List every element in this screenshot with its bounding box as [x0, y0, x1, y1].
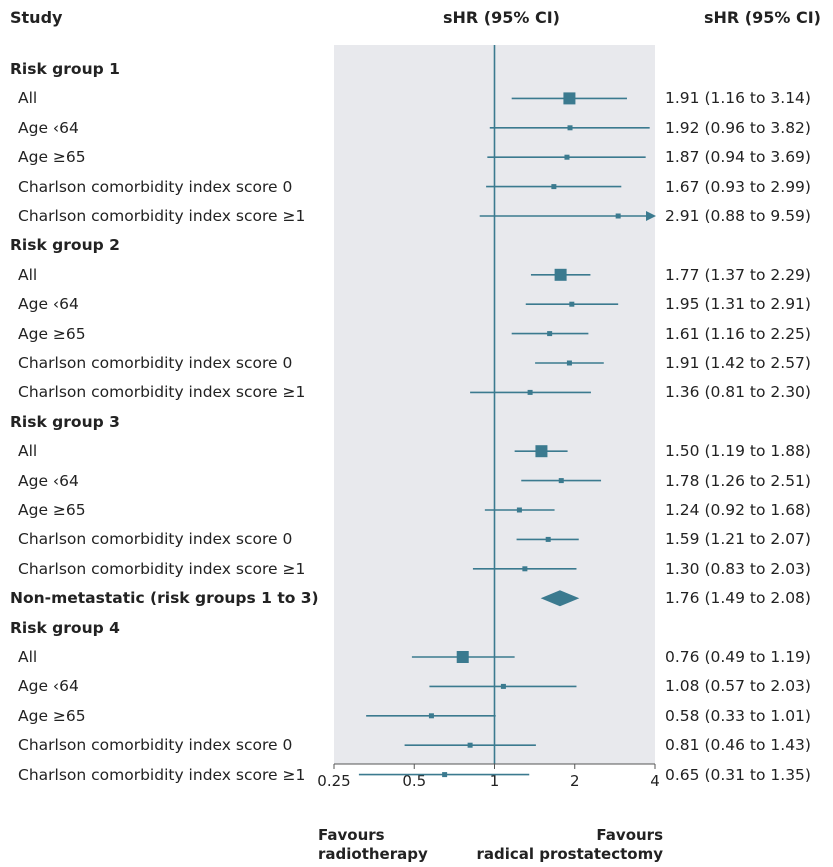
study-column-header: Study: [10, 8, 63, 27]
favours-left-label: Favours radiotherapy: [318, 826, 428, 864]
row-label: Charlson comorbidity index score ≥1: [18, 383, 306, 402]
estimate-text: 1.50 (1.19 to 1.88): [665, 442, 811, 461]
x-tick-label: 2: [570, 772, 580, 790]
row-label: Age ≥65: [18, 501, 86, 519]
estimate-text: 0.65 (0.31 to 1.35): [665, 765, 811, 784]
estimate-text: 1.67 (0.93 to 2.99): [665, 177, 811, 196]
point-estimate: [428, 713, 434, 719]
estimate-text: 1.36 (0.81 to 2.30): [665, 383, 811, 402]
point-estimate: [558, 478, 564, 484]
estimate-text: 0.76 (0.49 to 1.19): [665, 648, 811, 666]
estimate-text: 1.78 (1.26 to 2.51): [665, 471, 811, 490]
row-label: Age ‹64: [18, 471, 79, 490]
point-estimate: [442, 772, 448, 778]
group-heading: Risk group 3: [10, 412, 120, 431]
point-estimate: [615, 213, 621, 219]
point-estimate: [456, 651, 469, 663]
estimate-text: 1.91 (1.42 to 2.57): [665, 354, 811, 372]
row-label: Age ‹64: [18, 677, 79, 696]
x-tick-label: 4: [650, 772, 660, 790]
row-label: Charlson comorbidity index score ≥1: [18, 207, 306, 225]
point-estimate: [566, 360, 572, 366]
estimate-text: 1.76 (1.49 to 2.08): [665, 589, 811, 608]
pooled-diamond: [540, 590, 580, 607]
row-label: Age ‹64: [18, 118, 79, 137]
row-label: All: [18, 265, 38, 284]
x-tick-label: 0.5: [402, 772, 426, 790]
point-estimate: [467, 742, 473, 748]
point-estimate: [527, 389, 533, 395]
x-tick-label: 0.25: [317, 772, 350, 790]
group-heading: Risk group 4: [10, 618, 120, 637]
estimate-text: 1.08 (0.57 to 2.03): [665, 677, 811, 696]
values-column-header: sHR (95% CI): [704, 8, 821, 27]
row-label: Charlson comorbidity index score 0: [18, 736, 293, 755]
point-estimate: [545, 536, 551, 542]
group-heading: Risk group 1: [10, 60, 120, 78]
estimate-text: 1.61 (1.16 to 2.25): [665, 324, 811, 343]
point-estimate: [551, 184, 557, 190]
plot-column-header: sHR (95% CI): [443, 8, 560, 27]
point-estimate: [554, 268, 567, 281]
ci-arrow: [646, 211, 656, 221]
point-estimate: [522, 566, 528, 572]
row-label: All: [18, 89, 38, 108]
row-label: Age ‹64: [18, 295, 79, 314]
estimate-text: 1.77 (1.37 to 2.29): [665, 265, 811, 284]
estimate-text: 1.92 (0.96 to 3.82): [665, 118, 811, 137]
point-estimate: [567, 125, 573, 131]
estimate-text: 1.30 (0.83 to 2.03): [665, 559, 811, 578]
row-label: Charlson comorbidity index score 0: [18, 354, 293, 372]
row-label: All: [18, 442, 38, 461]
estimate-text: 2.91 (0.88 to 9.59): [665, 207, 811, 225]
point-estimate: [535, 445, 548, 458]
row-label: Age ≥65: [18, 706, 86, 725]
point-estimate: [516, 507, 522, 513]
favours-left-line1: Favours: [318, 826, 385, 844]
group-heading: Risk group 2: [10, 236, 120, 255]
estimate-text: 1.24 (0.92 to 1.68): [665, 501, 811, 519]
estimate-text: 1.87 (0.94 to 3.69): [665, 148, 811, 167]
row-label: Age ≥65: [18, 324, 86, 343]
favours-right-label: Favours radical prostatectomy: [476, 826, 663, 864]
row-label: All: [18, 648, 38, 666]
point-estimate: [564, 154, 570, 160]
point-estimate: [569, 301, 575, 307]
estimate-text: 1.59 (1.21 to 2.07): [665, 530, 811, 549]
row-label: Age ≥65: [18, 148, 86, 167]
row-label: Charlson comorbidity index score 0: [18, 530, 293, 549]
point-estimate: [500, 683, 506, 689]
point-estimate: [547, 331, 553, 337]
estimate-text: 0.81 (0.46 to 1.43): [665, 736, 811, 755]
row-label: Charlson comorbidity index score ≥1: [18, 765, 306, 784]
point-estimate: [563, 92, 576, 105]
favours-right-line1: Favours: [596, 826, 663, 844]
x-tick-label: 1: [490, 772, 500, 790]
row-label: Charlson comorbidity index score 0: [18, 177, 293, 196]
estimate-text: 1.91 (1.16 to 3.14): [665, 89, 811, 108]
estimate-text: 1.95 (1.31 to 2.91): [665, 295, 811, 314]
row-label: Non-metastatic (risk groups 1 to 3): [10, 589, 319, 608]
row-label: Charlson comorbidity index score ≥1: [18, 559, 306, 578]
estimate-text: 0.58 (0.33 to 1.01): [665, 706, 811, 725]
favours-left-line2: radiotherapy: [318, 845, 428, 863]
favours-right-line2: radical prostatectomy: [476, 845, 663, 863]
